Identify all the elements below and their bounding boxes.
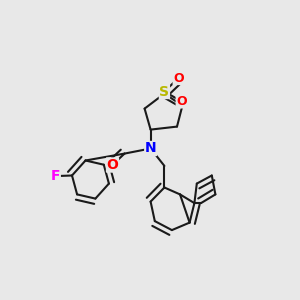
Text: O: O — [176, 95, 187, 108]
Text: O: O — [106, 158, 119, 172]
Text: F: F — [51, 169, 60, 183]
Text: S: S — [159, 85, 170, 98]
Text: N: N — [145, 142, 156, 155]
Text: O: O — [173, 71, 184, 85]
